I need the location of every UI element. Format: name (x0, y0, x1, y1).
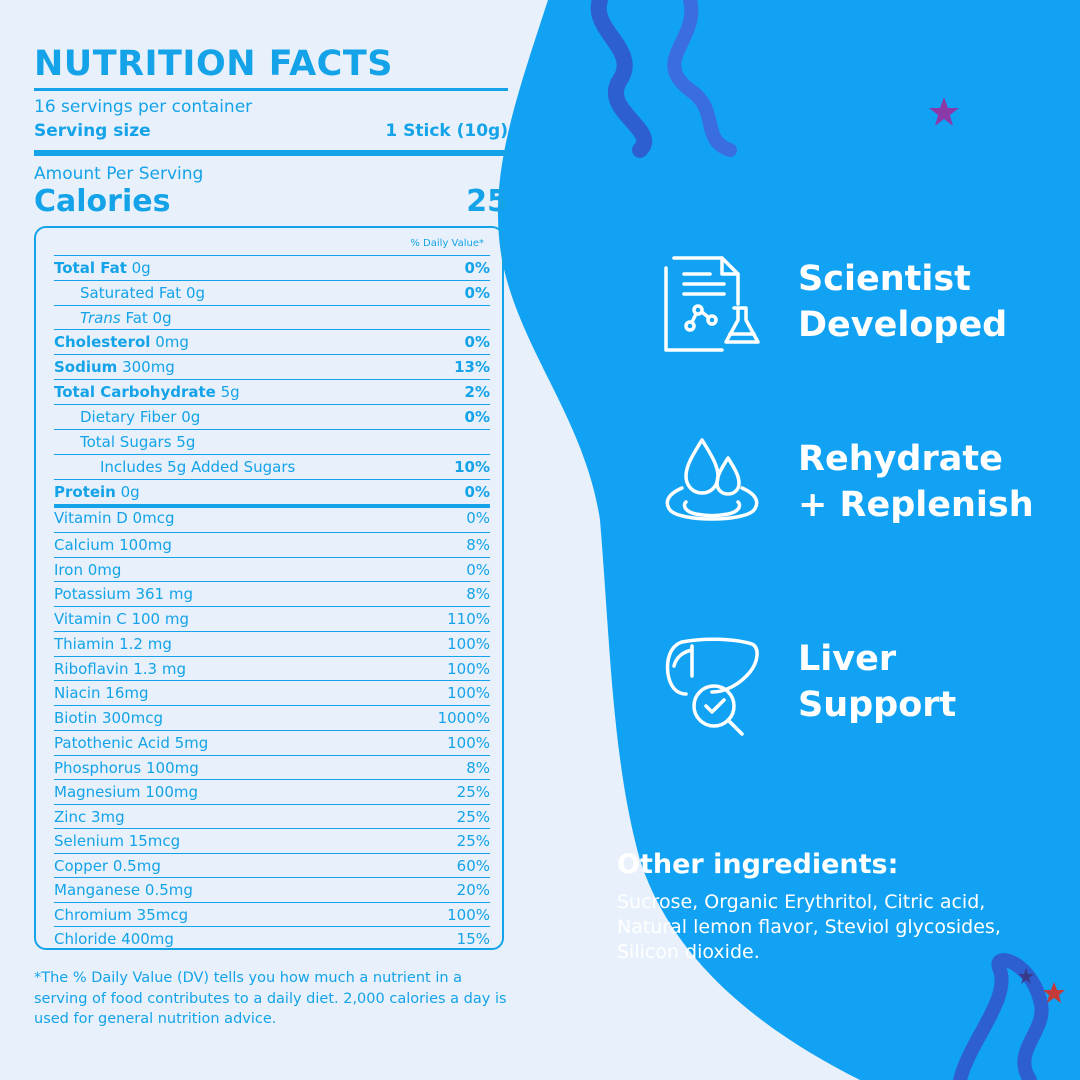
other-ingredients-text: Sucrose, Organic Erythritol, Citric acid… (617, 891, 1001, 963)
liver-check-icon (665, 637, 759, 736)
table-row: Total Carbohydrate 5g 2% (54, 379, 490, 404)
table-row: Magnesium 100mg 25% (54, 779, 490, 804)
serving-size-row: Serving size 1 Stick (10g) (34, 120, 508, 142)
table-row: Total Sugars 5g (54, 429, 490, 454)
divider (34, 88, 508, 91)
calories-row: Calories 25 (34, 184, 508, 220)
table-row: Saturated Fat 0g 0% (54, 280, 490, 305)
table-row: Patothenic Acid 5mg 100% (54, 730, 490, 755)
serving-size-value: 1 Stick (10g) (385, 121, 508, 141)
divider (34, 150, 508, 156)
table-row: Calcium 100mg 8% (54, 532, 490, 557)
other-ingredients-title: Other ingredients: (617, 849, 899, 880)
table-row: Total Fat 0g 0% (54, 255, 490, 280)
table-row: Copper 0.5mg 60% (54, 853, 490, 878)
document-flask-icon (664, 256, 760, 352)
feature-scientist-developed: Scientist Developed (798, 259, 1008, 345)
table-row: Trans Fat 0g (54, 305, 490, 330)
table-row: Protein 0g 0% (54, 479, 490, 504)
table-row: Vitamin C 100 mg 110% (54, 606, 490, 631)
calories-value: 25 (466, 184, 508, 219)
calories-label: Calories (34, 184, 171, 219)
star-icon (1043, 982, 1065, 1003)
daily-value-table: % Daily Value* Total Fat 0g 0% Saturated… (34, 226, 504, 950)
table-row: Thiamin 1.2 mg 100% (54, 631, 490, 656)
table-row: Potassium 361 mg 8% (54, 581, 490, 606)
table-row: Includes 5g Added Sugars 10% (54, 454, 490, 479)
star-icon (1018, 968, 1034, 984)
table-row: Manganese 0.5mg 20% (54, 877, 490, 902)
table-row: Sodium 300mg 13% (54, 354, 490, 379)
nutrition-title: NUTRITION FACTS (34, 44, 393, 84)
servings-per-container: 16 servings per container (34, 97, 253, 117)
star-icon (929, 97, 959, 126)
table-row: Cholesterol 0mg 0% (54, 329, 490, 354)
table-row: Riboflavin 1.3 mg 100% (54, 656, 490, 681)
feature-rehydrate-replenish: Rehydrate + Replenish (798, 439, 1034, 525)
serving-size-label: Serving size (34, 121, 151, 141)
feature-liver-support: Liver Support (798, 639, 957, 725)
ribbon-decoration-bottom (953, 953, 1049, 1080)
daily-value-header: % Daily Value* (410, 238, 484, 249)
table-row: Iron 0mg 0% (54, 557, 490, 582)
table-row: Dietary Fiber 0g 0% (54, 404, 490, 429)
table-row: Phosphorus 100mg 8% (54, 755, 490, 780)
table-row: Chloride 400mg 15% (54, 926, 490, 951)
table-row: Niacin 16mg 100% (54, 680, 490, 705)
amount-per-serving: Amount Per Serving (34, 164, 204, 184)
ribbon-decoration-top (590, 0, 737, 158)
daily-value-footnote: *The % Daily Value (DV) tells you how mu… (34, 970, 507, 1027)
water-drops-icon (665, 438, 759, 521)
table-row: Chromium 35mcg 100% (54, 902, 490, 927)
table-row: Selenium 15mcg 25% (54, 828, 490, 853)
blue-wave-background (497, 0, 1080, 1080)
table-row: Biotin 300mcg 1000% (54, 705, 490, 730)
table-row: Zinc 3mg 25% (54, 804, 490, 829)
table-row: Vitamin D 0mcg 0% (54, 504, 490, 529)
